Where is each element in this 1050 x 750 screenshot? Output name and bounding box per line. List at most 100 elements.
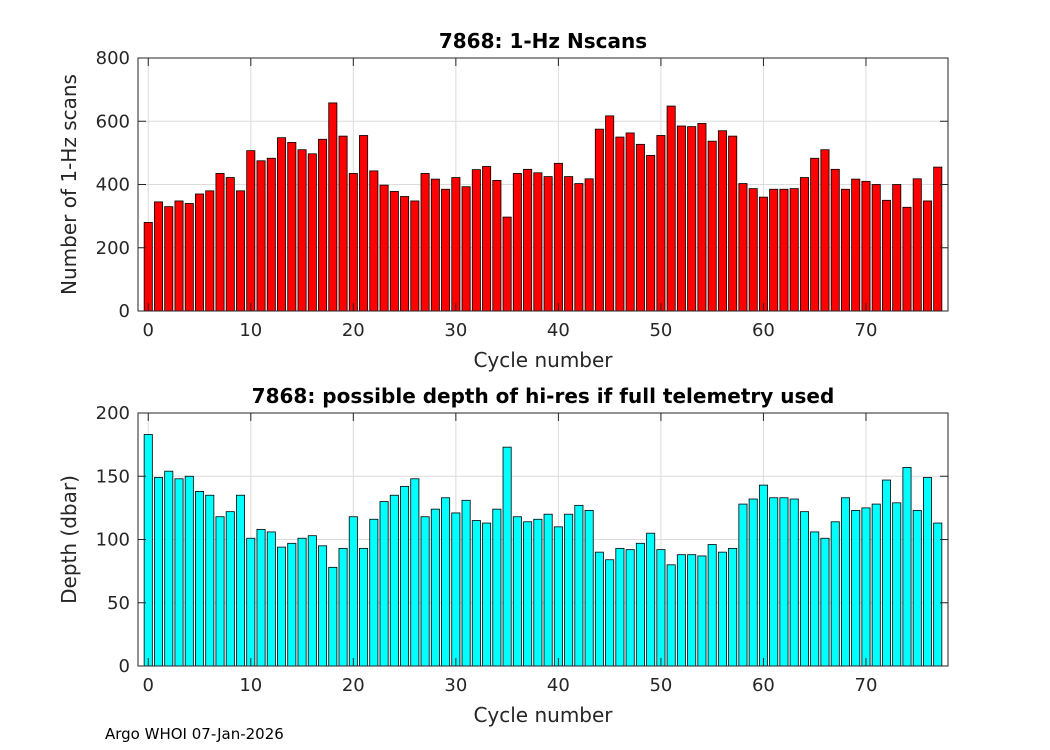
chart2-bar (297, 537, 307, 667)
chart2-bar (369, 518, 379, 667)
chart1-bar (389, 191, 399, 312)
chart2-bar (164, 470, 174, 667)
chart1-bar (707, 140, 717, 312)
chart1-bar (543, 176, 553, 312)
chart2-bar (184, 475, 194, 667)
chart2-bar (799, 511, 809, 667)
chart2-bar (492, 508, 502, 667)
chart2-bar (338, 547, 348, 667)
chart1-bar (861, 180, 871, 312)
chart2-bar (574, 504, 584, 667)
chart2-bar (205, 494, 215, 667)
chart1-bar (635, 143, 645, 312)
chart2-bar (892, 502, 902, 667)
chart2-bar (851, 510, 861, 667)
chart1-x-tick-label: 30 (444, 320, 467, 341)
chart2-bar (707, 544, 717, 667)
chart2-bar (379, 501, 389, 667)
chart1-bar (902, 206, 912, 312)
chart1-x-tick-label: 0 (143, 320, 154, 341)
chart2-bar (738, 503, 748, 667)
chart1-bar (799, 177, 809, 312)
chart2-bar (902, 466, 912, 667)
chart2-x-tick-label: 20 (342, 675, 365, 696)
chart2-bar (687, 554, 697, 667)
chart2-bar (430, 508, 440, 667)
chart2-bar (543, 513, 553, 667)
chart2-bar (830, 521, 840, 667)
chart1-bar (164, 206, 174, 312)
chart1-bar (318, 138, 328, 312)
chart2-x-tick-label: 10 (239, 675, 262, 696)
chart1-x-tick-label: 50 (649, 320, 672, 341)
chart2-bar (697, 555, 707, 667)
chart2-bar (933, 522, 943, 667)
chart2-bar (758, 484, 768, 667)
chart1-bar (728, 135, 738, 312)
chart1-bar (143, 222, 153, 312)
chart1-y-tick-label: 0 (119, 301, 130, 322)
chart1-bar (338, 135, 348, 312)
chart1-bar (482, 166, 492, 312)
chart1-x-tick-label: 10 (239, 320, 262, 341)
chart1-bar (687, 126, 697, 312)
chart2-y-tick-label: 150 (96, 466, 130, 487)
chart1-x-tick-label: 20 (342, 320, 365, 341)
chart2-bar (266, 531, 276, 667)
chart1-y-axis-label: Number of 1-Hz scans (57, 74, 81, 295)
chart2-bar (277, 546, 287, 667)
chart2-bar (523, 521, 533, 667)
chart1-bar (615, 136, 625, 312)
chart2-bar (564, 513, 574, 667)
chart1-bar (277, 137, 287, 312)
chart2-bar (810, 531, 820, 667)
chart1-bar (512, 173, 522, 312)
chart1-x-tick-label: 40 (547, 320, 570, 341)
chart1-bar (256, 160, 266, 312)
chart1-bar (717, 130, 727, 312)
chart2-bar (789, 498, 799, 667)
footer-credit: Argo WHOI 07-Jan-2026 (105, 725, 284, 743)
chart1-bar (205, 190, 215, 312)
chart2-bar (225, 511, 235, 667)
chart2-bar (410, 478, 420, 667)
chart2-bar (246, 537, 256, 667)
chart1-bar (154, 201, 164, 312)
chart1-bar (697, 123, 707, 312)
chart2-bar (195, 491, 205, 667)
chart1-bar (225, 177, 235, 312)
chart1-bar (912, 178, 922, 312)
chart1-bar (625, 132, 635, 312)
chart1-bar (461, 186, 471, 312)
chart2-bar (728, 547, 738, 667)
chart1-bar (656, 135, 666, 312)
chart1-bar (287, 142, 297, 312)
chart2-bar (871, 503, 881, 667)
chart2-x-tick-label: 30 (444, 675, 467, 696)
chart2-x-tick-label: 0 (143, 675, 154, 696)
chart1-bar (769, 188, 779, 312)
chart1-bar (810, 157, 820, 312)
chart2-bar (287, 542, 297, 667)
chart2-bar (605, 559, 615, 667)
chart2-bar (820, 537, 830, 667)
chart2-bar (656, 549, 666, 667)
chart2-bar (881, 479, 891, 667)
chart2-bar (635, 542, 645, 667)
chart2-bar (441, 497, 451, 667)
chart2-bar (840, 497, 850, 667)
chart1-y-tick-label: 800 (96, 48, 130, 69)
chart1-bar (348, 173, 358, 312)
chart1-bar (758, 196, 768, 312)
chart2-bar (922, 477, 932, 667)
chart1-x-tick-label: 70 (855, 320, 878, 341)
chart2-bar (769, 497, 779, 667)
chart2-bar (420, 516, 430, 667)
chart2-bar (676, 554, 686, 667)
chart2-bar (143, 434, 153, 667)
chart2-bar (471, 520, 481, 667)
chart1-bar (922, 200, 932, 312)
chart2-y-tick-label: 100 (96, 530, 130, 551)
chart2-title: 7868: possible depth of hi-res if full t… (252, 384, 835, 408)
chart2-y-tick-label: 200 (96, 403, 130, 424)
